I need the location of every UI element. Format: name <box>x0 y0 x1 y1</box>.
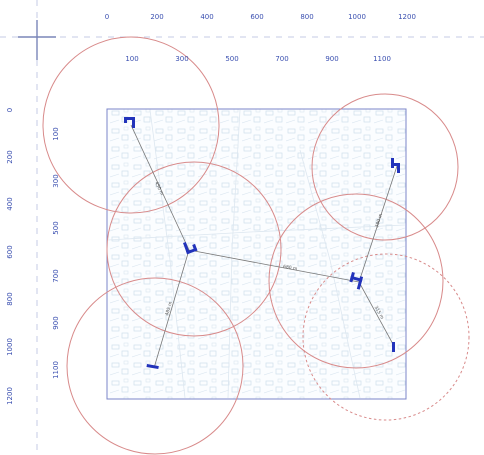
link-distance-label: 485 m <box>164 301 174 317</box>
x-tick-label: 600 <box>250 13 263 21</box>
bracket-marker-icon <box>349 272 364 290</box>
bracket-marker-icon <box>391 158 400 173</box>
range-circle-d <box>311 93 459 241</box>
link-line <box>153 249 190 369</box>
y-tick-label: 1100 <box>52 361 60 379</box>
x-tick-label: 300 <box>175 55 188 63</box>
link-line <box>358 281 395 347</box>
y-tick-label: 300 <box>52 174 60 187</box>
link-distance-label: 380 m <box>374 213 384 229</box>
x-axis-top: 0 200 400 600 800 1000 1200 100 300 500 … <box>105 13 416 63</box>
y-tick-label: 600 <box>6 245 14 258</box>
link-line <box>130 124 190 251</box>
node-markers <box>124 117 400 370</box>
x-tick-label: 800 <box>300 13 313 21</box>
range-circle-c <box>66 277 244 455</box>
range-circles <box>42 36 470 455</box>
link-distance-label: 680 m <box>283 264 298 272</box>
y-tick-label: 100 <box>52 127 60 140</box>
x-tick-label: 400 <box>200 13 213 21</box>
bracket-marker-icon <box>392 342 395 352</box>
crosshair-icon <box>18 20 56 60</box>
y-tick-label: 200 <box>6 150 14 163</box>
link-line <box>358 165 398 283</box>
link-distance-label: 450 m <box>153 181 165 197</box>
x-tick-label: 700 <box>275 55 288 63</box>
y-tick-label: 700 <box>52 269 60 282</box>
bracket-marker-icon <box>146 364 159 370</box>
x-tick-label: 100 <box>125 55 138 63</box>
bracket-marker-icon <box>183 241 198 255</box>
link-line <box>188 249 360 283</box>
x-tick-label: 1100 <box>373 55 391 63</box>
x-tick-label: 500 <box>225 55 238 63</box>
y-tick-label: 500 <box>52 221 60 234</box>
y-tick-label: 900 <box>52 316 60 329</box>
y-tick-label: 800 <box>6 292 14 305</box>
x-tick-label: 0 <box>105 13 109 21</box>
map-streets <box>107 109 406 399</box>
y-tick-label: 400 <box>6 197 14 210</box>
y-tick-label: 0 <box>6 108 14 112</box>
map-area <box>106 108 407 400</box>
bracket-marker-icon <box>124 117 135 128</box>
x-tick-label: 1200 <box>398 13 416 21</box>
range-circle-f <box>302 253 470 421</box>
range-circle-b <box>106 161 282 337</box>
links <box>130 124 398 369</box>
y-axis-left: 0 200 400 600 800 1000 1200 100 300 500 … <box>6 108 60 405</box>
x-tick-label: 200 <box>150 13 163 21</box>
x-tick-label: 1000 <box>348 13 366 21</box>
y-tick-label: 1000 <box>6 338 14 356</box>
y-tick-label: 1200 <box>6 387 14 405</box>
range-circle-a <box>42 36 220 214</box>
range-circle-e <box>268 193 444 369</box>
x-tick-label: 900 <box>325 55 338 63</box>
map-texture <box>107 109 406 399</box>
